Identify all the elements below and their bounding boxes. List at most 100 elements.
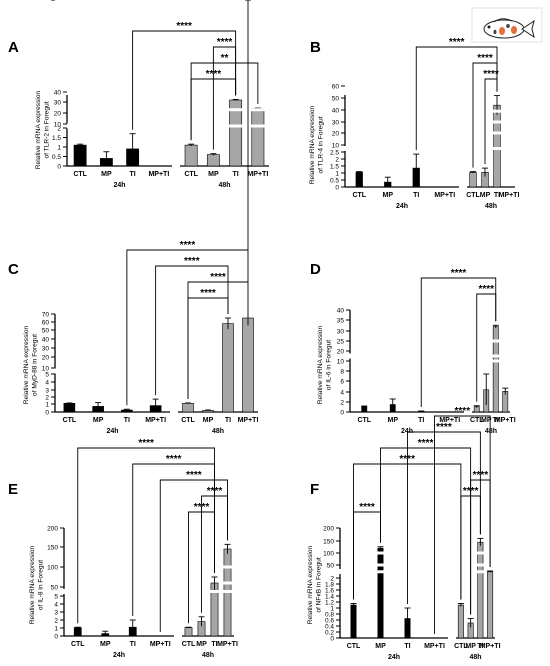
x-tick-label: MP+TI (424, 643, 445, 650)
y-tick-label: 70 (42, 311, 50, 318)
x-tick-label: CTL (470, 417, 484, 424)
x-tick-label: TI (404, 643, 410, 650)
axis-break-gap (341, 146, 519, 151)
bar-break-band (228, 124, 243, 128)
significance-label: **** (455, 406, 471, 417)
bar-break-band (492, 354, 500, 358)
y-tick-label: 10 (54, 121, 62, 128)
bar (222, 323, 234, 413)
bar (377, 547, 384, 639)
y-tick-label: 80 (42, 0, 50, 2)
bar-break-band (492, 109, 502, 113)
axis-break-gap (336, 569, 499, 574)
significance-label: **** (206, 69, 222, 80)
significance-label: ** (221, 53, 229, 64)
y-tick-label: 50 (327, 562, 335, 569)
panel-c: C 0123451020304050607080Relative mRNA ex… (8, 0, 262, 435)
y-tick-label: 1.2 (325, 599, 334, 606)
group-label-24h: 24h (401, 428, 413, 435)
x-tick-label: MP (100, 641, 111, 648)
significance-bracket (407, 431, 481, 604)
x-tick-label: MP+TI (238, 417, 259, 424)
x-tick-label: MP+TI (495, 417, 516, 424)
y-tick-label: 30 (332, 119, 340, 126)
y-axis-label-line: Relative mRNA expression (29, 545, 36, 624)
y-tick-label: 25 (337, 338, 345, 345)
y-tick-label: 10 (337, 358, 345, 365)
bar-break-band (376, 563, 385, 567)
significance-label: **** (359, 502, 375, 513)
x-tick-label: MP (383, 192, 394, 199)
y-tick-label: 200 (323, 525, 334, 532)
x-tick-label: CTL (71, 641, 85, 648)
bar (251, 108, 265, 167)
x-tick-label: TI (413, 192, 419, 199)
axis-break-gap (63, 123, 273, 129)
significance-label: **** (180, 240, 196, 251)
bar-break-band (250, 124, 265, 128)
group-label-48h: 48h (202, 652, 214, 659)
y-tick-label: 0 (335, 184, 339, 191)
bar (355, 172, 363, 188)
x-tick-label: TI (493, 417, 499, 424)
bar-break-band (492, 339, 500, 343)
x-tick-label: MP+TI (145, 417, 166, 424)
significance-label: **** (473, 470, 489, 481)
bar (73, 144, 87, 167)
bar (502, 391, 509, 413)
y-tick-label: 1.5 (52, 135, 61, 142)
panel-label-f: F (310, 481, 319, 498)
y-tick-label: 5 (45, 371, 49, 378)
y-tick-label: 1.4 (325, 593, 334, 600)
y-tick-label: 4 (45, 379, 49, 386)
bar-break-band (492, 147, 502, 150)
y-tick-label: 0.5 (52, 154, 61, 161)
y-tick-label: 1 (54, 625, 58, 632)
axis-break-gap (60, 589, 238, 594)
x-tick-label: MP+TI (150, 641, 171, 648)
y-tick-label: 40 (54, 89, 62, 96)
significance-label: **** (217, 37, 233, 48)
y-tick-label: 0.4 (325, 623, 334, 630)
significance-label: **** (186, 470, 202, 481)
x-tick-label: CTL (454, 643, 468, 650)
x-tick-label: TI (225, 417, 231, 424)
y-tick-label: 40 (42, 336, 50, 343)
x-tick-label: MP (93, 417, 104, 424)
bar (184, 144, 198, 167)
bar-break-band (492, 131, 502, 135)
significance-bracket (472, 62, 498, 168)
y-axis-label: Relative mRNA expression of IL-6 in Foreg… (317, 325, 333, 404)
y-tick-label: 1 (335, 170, 339, 177)
bar-break-band (476, 551, 485, 555)
x-tick-label: TI (418, 417, 424, 424)
y-tick-label: 1 (57, 144, 61, 151)
y-axis-label-line: Relative mRNA expression (307, 545, 314, 624)
bar (457, 604, 464, 639)
x-tick-label: TI (477, 643, 483, 650)
axis-break-gap (51, 368, 262, 374)
significance-label: **** (194, 502, 210, 513)
group-label-24h: 24h (388, 654, 400, 661)
y-tick-label: 30 (42, 345, 50, 352)
chart-f: 00.20.40.60.811.21.41.61.8250100150200Re… (307, 406, 501, 661)
x-tick-label: CTL (352, 192, 366, 199)
y-axis-label: Relative mRNA expression of TLR-2 in Fore… (35, 90, 51, 169)
bar-break-band (209, 590, 220, 593)
significance-bracket (212, 46, 237, 150)
y-tick-label: 40 (337, 307, 345, 314)
y-tick-label: 30 (337, 328, 345, 335)
panel-b: B 00.511.522.510 20 30 40 50 60 Relative mRNA … (309, 37, 519, 210)
group-label-48h: 48h (485, 203, 497, 210)
bar-break-band (492, 359, 500, 363)
x-tick-label: TI (124, 417, 130, 424)
y-tick-label: 20 (42, 354, 50, 361)
bar-break-band (250, 108, 265, 112)
x-tick-label: CTL (63, 417, 77, 424)
x-tick-label: CTL (357, 417, 371, 424)
y-tick-label: 1 (330, 605, 334, 612)
x-tick-label: MP+TI (434, 192, 455, 199)
y-tick-label: 40 (332, 107, 340, 114)
